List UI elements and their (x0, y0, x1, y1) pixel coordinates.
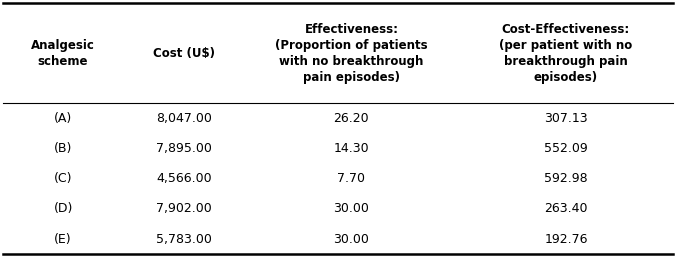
Text: 263.40: 263.40 (544, 203, 587, 215)
Text: (D): (D) (53, 203, 73, 215)
Text: 30.00: 30.00 (333, 233, 369, 246)
Text: (C): (C) (54, 172, 72, 185)
Text: Cost (U$): Cost (U$) (153, 47, 215, 60)
Text: Cost-Effectiveness:
(per patient with no
breakthrough pain
episodes): Cost-Effectiveness: (per patient with no… (500, 23, 633, 84)
Text: 14.30: 14.30 (333, 142, 369, 155)
Text: 7,902.00: 7,902.00 (156, 203, 212, 215)
Text: 4,566.00: 4,566.00 (156, 172, 212, 185)
Text: 7.70: 7.70 (337, 172, 366, 185)
Text: 30.00: 30.00 (333, 203, 369, 215)
Text: 592.98: 592.98 (544, 172, 587, 185)
Text: 552.09: 552.09 (544, 142, 588, 155)
Text: 7,895.00: 7,895.00 (156, 142, 212, 155)
Text: (E): (E) (54, 233, 72, 246)
Text: Effectiveness:
(Proportion of patients
with no breakthrough
pain episodes): Effectiveness: (Proportion of patients w… (275, 23, 428, 84)
Text: 307.13: 307.13 (544, 112, 587, 125)
Text: 192.76: 192.76 (544, 233, 587, 246)
Text: 8,047.00: 8,047.00 (156, 112, 212, 125)
Text: 26.20: 26.20 (333, 112, 369, 125)
Text: (B): (B) (54, 142, 72, 155)
Text: 5,783.00: 5,783.00 (156, 233, 212, 246)
Text: (A): (A) (54, 112, 72, 125)
Text: Analgesic
scheme: Analgesic scheme (31, 39, 95, 68)
